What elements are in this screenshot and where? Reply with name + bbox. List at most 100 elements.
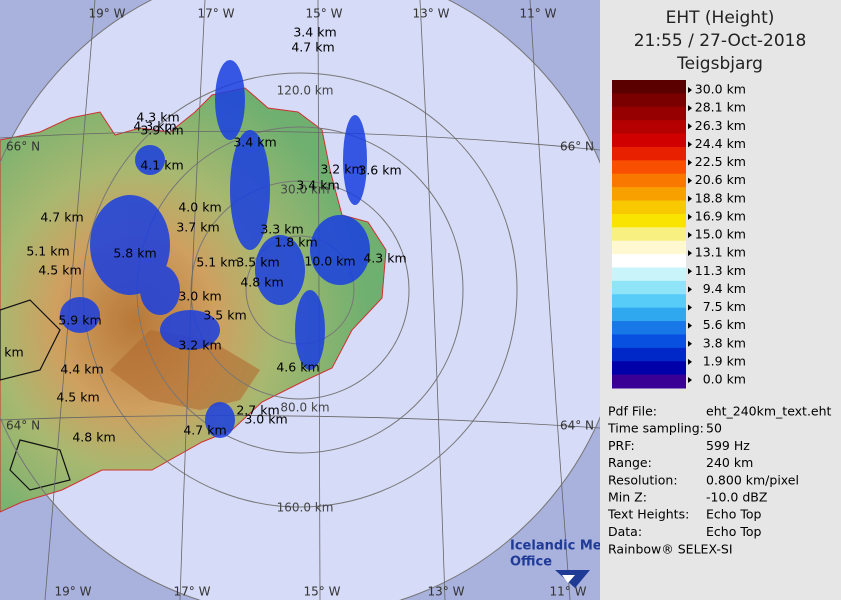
color-band [612,267,686,282]
color-band [612,321,686,335]
echo-top-label: 3.9 km [140,123,183,138]
latitude-label: 66° N [6,140,40,154]
panel-title: 21:55 / 27-Oct-2018 [634,31,807,51]
echo-top-label: 3.7 km [176,220,219,235]
echo-top-label: 3.4 km [293,25,336,40]
color-band [612,200,686,215]
logo-text: Office [510,555,552,570]
glacier-outline [0,299,71,491]
tick-arrow [688,177,692,184]
echo-top-label: 4.3 km [136,110,179,125]
info-value: 240 km [706,455,753,470]
info-key: PRF: [608,438,635,453]
echo-top-label: 4.5 km [38,263,81,278]
color-band [612,187,686,202]
echo-top-label: 3.4 km [296,178,339,193]
panel-title: EHT (Height) [666,8,775,28]
info-panel: EHT (Height) 21:55 / 27-Oct-2018 Teigsbjar… [600,0,841,600]
color-band [612,146,686,161]
echo-top-label: 3.9 km [0,345,24,360]
land [0,87,387,513]
tick-arrow [688,286,692,293]
tick-arrow [688,232,692,238]
color-band [612,80,686,94]
tick-arrow [688,250,692,257]
echo-top-label: 4.1 km [140,158,183,173]
longitude-label: 17° W [198,7,235,21]
color-band [612,160,686,175]
scale-label: 26.3 km [695,118,746,133]
tick-arrow [688,213,692,220]
radar-echoes [60,60,370,438]
met-office-logo: Icelandic Met Office [510,539,600,588]
highland [110,330,260,410]
echo-top-label: 4.7 km [183,423,226,438]
scale-label: 0.0 km [703,372,746,387]
echo-top-label: 5.9 km [58,313,101,328]
info-key: Range: [608,455,652,470]
info-key: Min Z: [608,490,647,505]
echo-top-label: 4.4 km [60,362,103,377]
echo-top-label: 3.2 km [320,162,363,177]
info-key: Resolution: [608,472,678,487]
tick-arrow [688,268,692,275]
scale-label: 1.9 km [703,353,746,368]
info-key: Pdf File: [608,404,657,419]
info-value: eht_240km_text.eht [706,404,832,419]
echo-top-label: 2.7 km [236,403,279,418]
info-value: 599 Hz [706,438,750,453]
scale-label: 16.9 km [695,208,746,223]
tick-arrow [688,322,692,329]
echo-top-label: 4.7 km [291,40,334,55]
echo-top-label: 3.0 km [244,412,287,427]
tick-arrow [688,159,692,166]
range-label: 160.0 km [277,501,334,515]
color-band [612,213,686,228]
tick-arrow [688,195,692,202]
scale-label: 15.0 km [695,227,746,242]
longitude-label: 19° W [89,7,126,21]
latitude-label: 66° N [560,140,594,154]
echo-top-label: 3.5 km [236,255,279,270]
latitude-label: 64° N [560,419,594,433]
color-band [612,240,686,255]
echo-top-label: 3.3 km [260,222,303,237]
longitude-label: 13° W [428,585,465,599]
echo-top-label: 4.5 km [56,390,99,405]
echo-top-label: 3.2 km [178,338,221,353]
scale-label: 7.5 km [703,299,746,314]
echo-top-label: 4.3 km [363,251,406,266]
color-band [612,294,686,309]
scale-label: 22.5 km [695,154,746,169]
scale-label: 24.4 km [695,136,746,151]
range-label: 120.0 km [277,84,334,98]
tick-arrow [688,87,692,93]
color-band [612,173,686,188]
info-value: 50 [706,421,722,436]
info-key: Data: [608,524,642,539]
echo-top-label: 4.6 km [276,360,319,375]
color-band [612,347,686,362]
scale-label: 9.4 km [703,281,746,296]
echo-top-label: 4.8 km [72,430,115,445]
footer: Rainbow® SELEX-SI [608,542,733,557]
color-band [612,93,686,108]
info-value: 0.800 km/pixel [706,472,799,487]
color-band [612,133,686,148]
echo-top-label: 4.0 km [178,200,221,215]
tick-arrow [688,141,692,148]
scale-label: 5.6 km [703,317,746,332]
tick-arrow [688,377,692,383]
logo-text: Icelandic Met [510,539,600,554]
tick-arrow [688,358,692,365]
color-band [612,334,686,349]
tick-arrow [688,123,692,130]
longitude-label: 15° W [306,7,343,21]
scale-label: 30.0 km [695,82,746,97]
longitude-label: 11° W [520,7,557,21]
color-band [612,227,686,242]
info-value: -10.0 dBZ [706,490,767,505]
longitude-label: 17° W [174,585,211,599]
longitude-label: 13° W [413,7,450,21]
